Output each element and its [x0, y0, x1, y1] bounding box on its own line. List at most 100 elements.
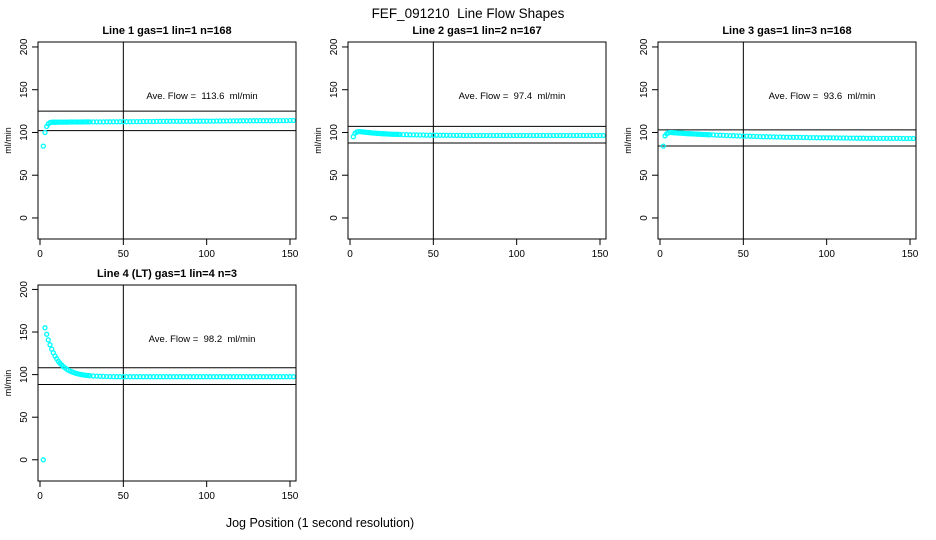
data-point: [184, 118, 190, 124]
x-tick-label: 100: [508, 249, 525, 260]
data-point: [707, 132, 713, 138]
y-tick-label: 200: [19, 38, 30, 55]
panel-title: Line 2 gas=1 lin=2 n=167: [412, 25, 541, 37]
data-point: [910, 135, 916, 142]
data-point: [164, 118, 170, 124]
data-point: [597, 132, 603, 139]
y-tick-label: 50: [19, 411, 30, 423]
data-point: [45, 337, 51, 343]
data-point: [407, 132, 413, 138]
data-point: [884, 135, 890, 142]
plot-box: [37, 284, 297, 482]
data-point: [107, 373, 113, 380]
data-point: [134, 374, 140, 380]
data-point: [237, 118, 243, 124]
data-point: [737, 133, 743, 139]
data-point: [854, 135, 860, 141]
data-point: [497, 132, 503, 139]
y-tick-label: 50: [639, 169, 650, 181]
data-point: [887, 135, 893, 142]
data-point: [507, 132, 513, 139]
data-point: [424, 132, 430, 138]
data-point: [427, 132, 433, 138]
data-point: [600, 132, 606, 139]
data-point: [164, 374, 170, 380]
data-point: [817, 135, 823, 141]
panel-annotation: Ave. Flow = 98.2 ml/min: [149, 334, 256, 345]
data-points: [350, 128, 606, 140]
data-point: [114, 374, 120, 380]
data-point: [474, 132, 480, 139]
x-tick-label: 0: [347, 249, 353, 260]
data-point: [867, 135, 873, 141]
data-point: [117, 119, 123, 125]
y-tick-label: 100: [19, 124, 30, 141]
data-points: [40, 117, 296, 149]
data-point: [224, 118, 230, 124]
data-point: [217, 118, 223, 124]
data-point: [834, 135, 840, 141]
data-point: [847, 135, 853, 141]
x-tick-label: 100: [818, 249, 835, 260]
panel-2: 0 50 100 150 0 50 100 150 200 ml/min Line 2 gas=1 …: [313, 25, 609, 260]
y-tick-label: 150: [19, 323, 30, 340]
x-tick-label: 0: [657, 249, 663, 260]
data-point: [444, 132, 450, 138]
data-point: [174, 374, 180, 380]
data-point: [724, 132, 730, 139]
data-point: [767, 134, 773, 140]
panel-4: 0 50 100 150 0 50 100 150 200 ml/min Line 4 (LT) g…: [3, 268, 299, 502]
data-point: [727, 132, 733, 139]
data-point: [264, 374, 270, 380]
data-point: [734, 133, 740, 139]
data-point: [254, 118, 260, 124]
data-point: [447, 132, 453, 139]
data-point: [284, 117, 290, 124]
data-point: [747, 133, 753, 139]
data-point: [224, 374, 230, 380]
panel-1: 0 50 100 150 0 50 100 150 200 ml/min Line 1 gas=1 …: [3, 25, 299, 260]
data-point: [567, 132, 573, 139]
x-tick-label: 100: [198, 249, 215, 260]
y-axis-unit-label: ml/min: [313, 127, 323, 154]
data-point: [514, 132, 520, 139]
data-point: [577, 132, 583, 139]
y-tick-label: 200: [639, 38, 650, 55]
data-point: [127, 119, 133, 125]
y-tick-label: 200: [329, 38, 340, 55]
panel-title: Line 1 gas=1 lin=1 n=168: [102, 25, 231, 37]
data-point: [144, 118, 150, 125]
data-point: [804, 134, 810, 141]
data-point: [794, 134, 800, 140]
y-tick-label: 0: [329, 215, 340, 221]
data-point: [197, 118, 203, 124]
data-point: [42, 325, 48, 331]
data-point: [147, 374, 153, 380]
panel-title: Line 3 gas=1 lin=3 n=168: [722, 25, 851, 37]
data-point: [504, 132, 510, 139]
data-point: [174, 118, 180, 124]
data-point: [147, 118, 153, 125]
data-point: [587, 132, 593, 139]
figure-title: FEF_091210 Line Flow Shapes: [371, 6, 565, 21]
data-point: [537, 132, 543, 139]
data-point: [274, 117, 280, 124]
data-point: [137, 374, 143, 380]
data-point: [544, 132, 550, 139]
data-point: [134, 118, 140, 125]
data-point: [127, 374, 133, 380]
plot-box: [37, 41, 297, 240]
data-point: [104, 373, 110, 380]
data-point: [194, 374, 200, 380]
data-point: [284, 374, 290, 380]
x-tick-label: 50: [428, 249, 440, 260]
data-point: [184, 374, 190, 380]
y-tick-label: 100: [639, 124, 650, 141]
plot-box: [657, 41, 917, 240]
data-point: [194, 118, 200, 124]
data-point: [277, 117, 283, 124]
data-point: [144, 374, 150, 380]
x-tick-label: 100: [198, 491, 215, 502]
data-point: [287, 117, 293, 124]
